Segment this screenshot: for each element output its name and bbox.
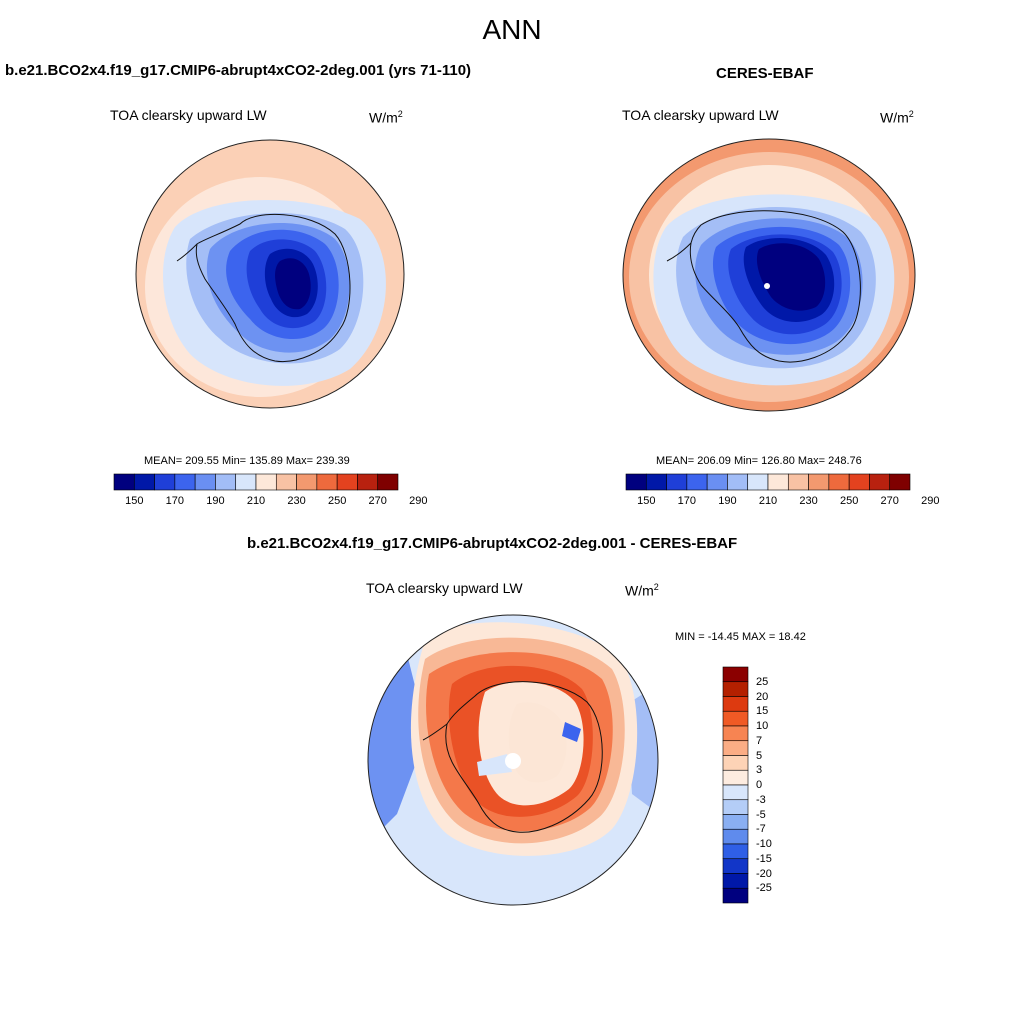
colorbar-box <box>722 814 749 830</box>
colorbar-tick-label: 210 <box>758 495 778 507</box>
colorbar-tick-label: 170 <box>165 495 185 507</box>
colorbar-box <box>174 473 196 491</box>
colorbar-tick-label: 270 <box>368 495 387 507</box>
colorbar-tick-label: 20 <box>756 690 769 703</box>
colorbar-box <box>235 473 257 491</box>
panel-obs-colorbar <box>625 473 911 491</box>
colorbar-box <box>275 473 297 491</box>
colorbar-tick-label: 0 <box>756 779 763 791</box>
colorbar-box <box>767 473 789 491</box>
colorbar-tick-label: 270 <box>880 495 899 507</box>
colorbar-tick-label: 190 <box>206 495 225 507</box>
colorbar-box <box>722 710 749 727</box>
colorbar-box <box>889 473 911 491</box>
panel-model-map <box>135 139 405 409</box>
colorbar-box <box>828 473 850 491</box>
colorbar-box <box>747 473 769 491</box>
colorbar-tick-label: 230 <box>799 495 818 507</box>
colorbar-tick-label: 150 <box>637 495 656 507</box>
colorbar-box <box>869 473 891 491</box>
panel-diff-stats: MIN = -14.45 MAX = 18.42 <box>675 631 806 643</box>
colorbar-tick-label: 25 <box>756 675 769 688</box>
colorbar-tick-label: 190 <box>718 495 737 507</box>
colorbar-box <box>255 473 277 491</box>
panel-obs-title: CERES-EBAF <box>716 65 814 82</box>
colorbar-tick-label: -15 <box>756 852 772 865</box>
colorbar-box <box>722 725 749 742</box>
panel-model-variable: TOA clearsky upward LW <box>110 107 267 123</box>
colorbar-tick-label: -5 <box>756 808 766 821</box>
colorbar-box <box>133 473 155 491</box>
panel-diff-variable: TOA clearsky upward LW <box>366 580 523 596</box>
colorbar-box <box>722 769 749 786</box>
colorbar-box <box>848 473 870 491</box>
colorbar-tick-label: 230 <box>287 495 306 507</box>
colorbar-box <box>377 473 399 491</box>
panel-diff-units: W/m2 <box>625 582 659 599</box>
colorbar-box <box>722 755 749 771</box>
colorbar-box <box>706 473 728 491</box>
colorbar-box <box>722 887 749 904</box>
colorbar-box <box>215 473 237 491</box>
colorbar-box <box>296 473 318 491</box>
colorbar-box <box>808 473 830 491</box>
colorbar-tick-label: 10 <box>756 720 769 732</box>
colorbar-tick-label: 290 <box>409 495 428 507</box>
panel-obs-map <box>622 138 916 412</box>
panel-obs-stats: MEAN= 206.09 Min= 126.80 Max= 248.76 <box>656 455 862 467</box>
colorbar-box <box>722 828 749 845</box>
colorbar-tick-label: 150 <box>125 495 144 507</box>
colorbar-box <box>722 696 749 712</box>
colorbar-box <box>722 858 749 874</box>
colorbar-box <box>722 666 749 683</box>
colorbar-box <box>357 473 379 491</box>
panel-diff-colorbar <box>722 666 749 904</box>
panel-model-colorbar <box>113 473 399 491</box>
colorbar-box <box>722 681 749 697</box>
colorbar-tick-label: -20 <box>756 867 772 880</box>
colorbar-tick-label: 3 <box>756 764 763 777</box>
colorbar-box <box>722 784 749 801</box>
panel-diff-map <box>367 614 659 906</box>
colorbar-box <box>727 473 749 491</box>
colorbar-tick-label: 290 <box>921 495 940 507</box>
colorbar-box <box>722 873 749 889</box>
colorbar-tick-label: 210 <box>246 495 266 507</box>
panel-model-units: W/m2 <box>369 109 403 126</box>
colorbar-tick-label: -7 <box>756 823 766 836</box>
colorbar-box <box>316 473 338 491</box>
colorbar-tick-label: 7 <box>756 734 763 747</box>
colorbar-box <box>722 740 749 756</box>
colorbar-tick-label: -10 <box>756 838 772 850</box>
colorbar-box <box>787 473 809 491</box>
colorbar-tick-label: 250 <box>839 495 859 507</box>
colorbar-tick-label: 15 <box>756 705 769 718</box>
colorbar-box <box>722 799 749 815</box>
panel-obs-colorbar-ticks: 150 170 190 210 230 250 270 290 <box>626 495 939 509</box>
panel-diff-title: b.e21.BCO2x4.f19_g17.CMIP6-abrupt4xCO2-2… <box>247 535 738 552</box>
main-title: ANN <box>482 14 542 45</box>
panel-model-stats: MEAN= 209.55 Min= 135.89 Max= 239.39 <box>144 455 350 467</box>
colorbar-box <box>336 473 358 491</box>
panel-obs-units: W/m2 <box>880 109 914 126</box>
colorbar-tick-label: 5 <box>756 749 763 762</box>
colorbar-tick-label: -25 <box>756 882 772 895</box>
colorbar-box <box>722 843 749 860</box>
colorbar-box <box>645 473 667 491</box>
panel-model-title: b.e21.BCO2x4.f19_g17.CMIP6-abrupt4xCO2-2… <box>5 62 472 79</box>
panel-model-colorbar-ticks: 150 170 190 210 230 250 270 290 <box>114 495 427 509</box>
colorbar-tick-label: -3 <box>756 793 766 806</box>
colorbar-tick-label: 170 <box>677 495 697 507</box>
panel-diff-colorbar-ticks: 25 20 15 10 7 5 3 0 -3 -5 -7 -10 -15 -20 -25 <box>756 667 796 903</box>
colorbar-tick-label: 250 <box>327 495 347 507</box>
panel-obs-variable: TOA clearsky upward LW <box>622 107 779 123</box>
colorbar-box <box>154 473 176 491</box>
colorbar-box <box>625 473 647 491</box>
colorbar-box <box>666 473 688 491</box>
colorbar-box <box>686 473 708 491</box>
colorbar-box <box>194 473 216 491</box>
colorbar-box <box>113 473 135 491</box>
